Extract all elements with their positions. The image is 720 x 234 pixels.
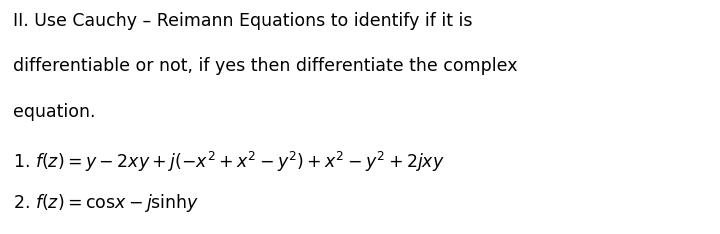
Text: equation.: equation. [13, 103, 96, 121]
Text: 2. $f(z) = \mathrm{cos}x - j\mathrm{sinh}y$: 2. $f(z) = \mathrm{cos}x - j\mathrm{sinh… [13, 192, 199, 214]
Text: 1. $f(z) = y - 2xy + j(-x^2 + x^2 - y^2) + x^2 - y^2 + 2jxy$: 1. $f(z) = y - 2xy + j(-x^2 + x^2 - y^2)… [13, 150, 445, 174]
Text: II. Use Cauchy – Reimann Equations to identify if it is: II. Use Cauchy – Reimann Equations to id… [13, 12, 472, 30]
Text: differentiable or not, if yes then differentiate the complex: differentiable or not, if yes then diffe… [13, 57, 518, 75]
